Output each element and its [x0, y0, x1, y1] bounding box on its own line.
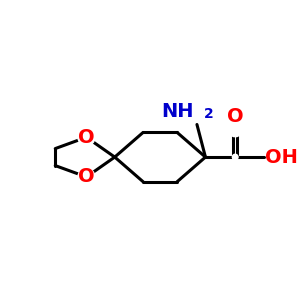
Text: 2: 2	[204, 107, 214, 121]
Text: O: O	[78, 167, 95, 186]
Circle shape	[78, 129, 95, 146]
Text: NH: NH	[162, 102, 194, 121]
Text: O: O	[227, 107, 244, 126]
Text: O: O	[78, 128, 95, 147]
Circle shape	[232, 154, 238, 160]
Circle shape	[227, 121, 243, 137]
Text: OH: OH	[265, 148, 298, 166]
Circle shape	[78, 168, 95, 185]
